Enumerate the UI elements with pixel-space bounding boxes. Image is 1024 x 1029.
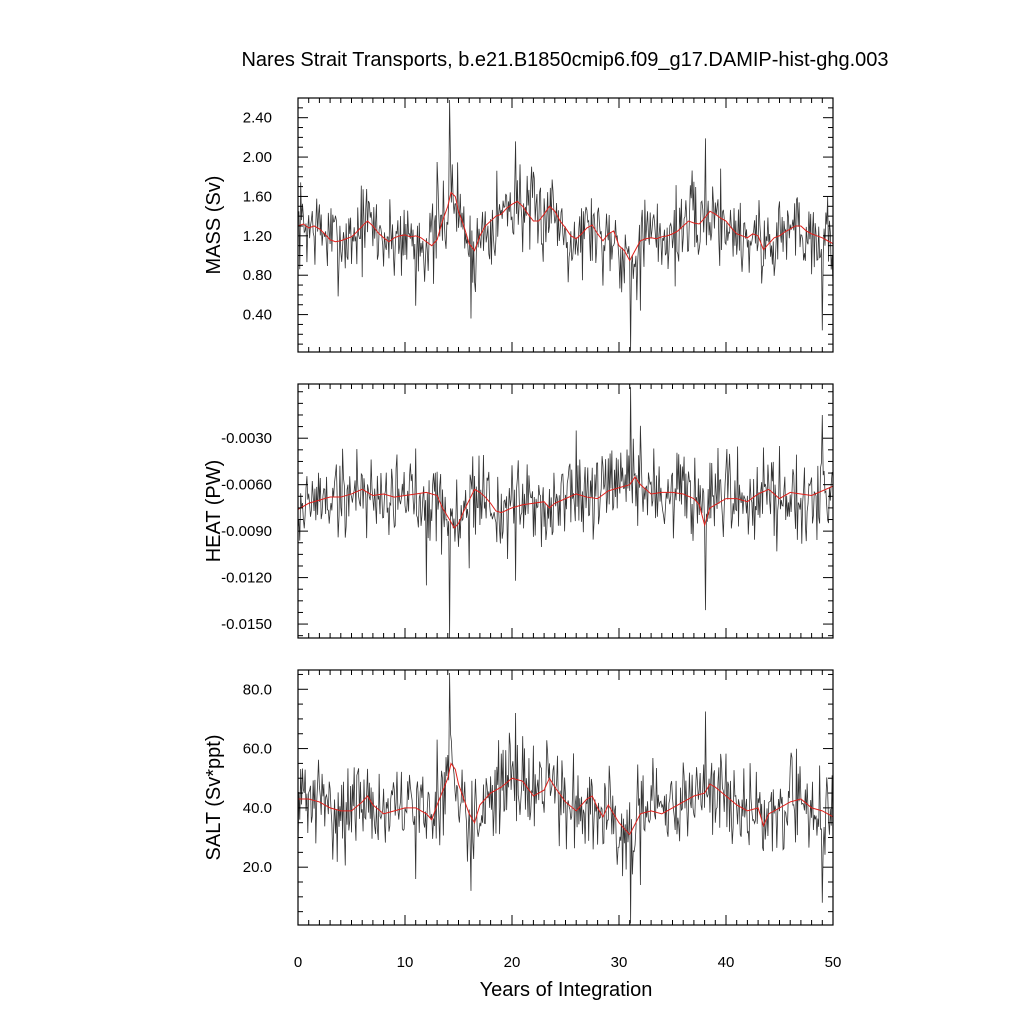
mass-plot-frame xyxy=(297,97,834,353)
salt-y-tick-label: 80.0 xyxy=(243,681,272,698)
mass-y-tick-label: 0.40 xyxy=(243,307,272,324)
salt-smoothed-series-line xyxy=(298,762,834,836)
mass-y-tick-label: 2.40 xyxy=(243,110,272,127)
salt-y-tick-label: 40.0 xyxy=(243,800,272,817)
x-tick-label: 30 xyxy=(611,954,628,971)
x-axis-label: Years of Integration xyxy=(480,979,653,1001)
salt-y-tick-label: 60.0 xyxy=(243,741,272,758)
x-tick-label: 40 xyxy=(718,954,735,971)
heat-y-axis-label: HEAT (PW) xyxy=(203,460,225,563)
heat-raw-series-line xyxy=(297,387,834,639)
panel-heat: -0.0030 -0.0060 -0.0090 -0.0120 -0.0150 HEAT … xyxy=(203,383,834,639)
x-tick-label: 20 xyxy=(504,954,521,971)
mass-y-axis-label: MASS (Sv) xyxy=(203,176,225,275)
salt-raw-series-line xyxy=(297,672,834,924)
x-tick-label: 0 xyxy=(294,954,302,971)
chart-title: Nares Strait Transports, b.e21.B1850cmip… xyxy=(241,49,888,71)
x-tick-label: 50 xyxy=(825,954,842,971)
heat-y-tick-label: -0.0120 xyxy=(221,570,272,587)
mass-y-tick-label: 0.80 xyxy=(243,267,272,284)
heat-y-tick-label: -0.0060 xyxy=(221,477,272,494)
mass-y-tick-label: 1.20 xyxy=(243,228,272,245)
mass-raw-series-line xyxy=(297,99,834,352)
heat-smoothed-series-line xyxy=(297,476,834,529)
salt-y-axis-label: SALT (Sv*ppt) xyxy=(203,735,225,861)
mass-y-tick-label: 1.60 xyxy=(243,188,272,205)
heat-y-tick-label: -0.0030 xyxy=(221,430,272,447)
mass-y-tick-label: 2.00 xyxy=(243,149,272,166)
x-tick-label: 10 xyxy=(397,954,414,971)
chart-panels: 0.40 0.80 1.20 1.60 2.00 2.40 MASS (Sv) -0.0030… xyxy=(203,97,842,971)
heat-y-tick-label: -0.0090 xyxy=(221,523,272,540)
salt-y-tick-label: 20.0 xyxy=(243,859,272,876)
mass-smoothed-series-line xyxy=(297,191,834,262)
heat-y-tick-label: -0.0150 xyxy=(221,616,272,633)
panel-mass: 0.40 0.80 1.20 1.60 2.00 2.40 MASS (Sv) xyxy=(203,97,834,353)
panel-salt: 20.0 40.0 60.0 80.0 SALT (Sv*ppt) xyxy=(203,669,834,926)
